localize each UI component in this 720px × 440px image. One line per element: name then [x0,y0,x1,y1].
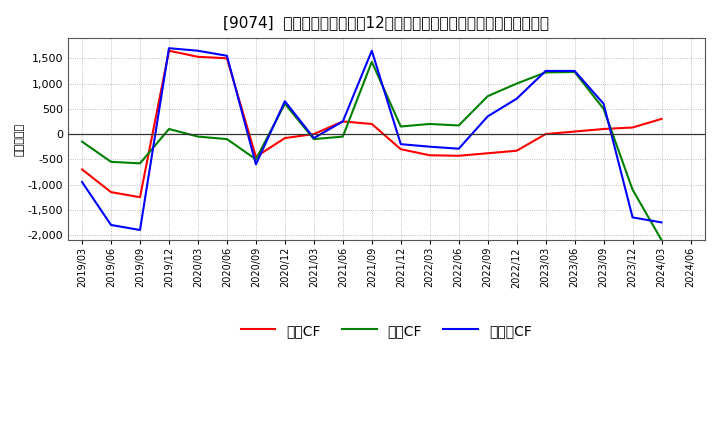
フリーCF [222,53,231,59]
フリーCF [483,114,492,119]
営業CF [629,125,637,130]
投資CF [135,161,144,166]
営業CF [194,54,202,59]
投資CF [194,134,202,139]
投資CF [338,134,347,139]
投資CF [541,70,550,75]
フリーCF [310,136,318,141]
フリーCF [513,96,521,101]
営業CF [426,153,434,158]
投資CF [570,70,579,75]
投資CF [251,157,260,162]
営業CF [281,136,289,141]
投資CF [367,59,376,65]
営業CF [454,153,463,158]
フリーCF [135,227,144,233]
営業CF [397,147,405,152]
フリーCF [194,48,202,53]
投資CF [599,106,608,111]
フリーCF [367,48,376,53]
営業CF [513,148,521,154]
Title: [9074]  キャッシュフローの12か月移動合計の対前年同期増減額の推移: [9074] キャッシュフローの12か月移動合計の対前年同期増減額の推移 [223,15,549,30]
投資CF [454,123,463,128]
フリーCF [629,215,637,220]
営業CF [165,48,174,53]
フリーCF [107,222,115,227]
フリーCF [281,99,289,104]
投資CF [310,136,318,142]
営業CF [78,167,86,172]
投資CF [426,121,434,127]
Line: 投資CF: 投資CF [82,62,662,240]
投資CF [107,159,115,165]
Y-axis label: （百万円）: （百万円） [15,123,25,156]
投資CF [222,136,231,142]
投資CF [78,139,86,144]
フリーCF [397,142,405,147]
Legend: 営業CF, 投資CF, フリーCF: 営業CF, 投資CF, フリーCF [240,324,532,338]
営業CF [222,56,231,61]
フリーCF [165,46,174,51]
営業CF [367,121,376,127]
営業CF [310,132,318,137]
投資CF [657,238,666,243]
投資CF [513,81,521,86]
投資CF [281,101,289,106]
営業CF [570,129,579,134]
営業CF [107,190,115,195]
投資CF [483,94,492,99]
営業CF [135,194,144,200]
営業CF [338,119,347,124]
営業CF [483,150,492,156]
フリーCF [426,144,434,149]
フリーCF [599,101,608,106]
フリーCF [657,220,666,225]
フリーCF [338,119,347,124]
投資CF [397,124,405,129]
フリーCF [454,146,463,151]
営業CF [541,132,550,137]
フリーCF [570,68,579,73]
営業CF [657,116,666,121]
営業CF [251,154,260,159]
フリーCF [78,180,86,185]
投資CF [629,187,637,192]
営業CF [599,126,608,132]
投資CF [165,126,174,132]
Line: 営業CF: 営業CF [82,51,662,197]
フリーCF [251,162,260,167]
Line: フリーCF: フリーCF [82,48,662,230]
フリーCF [541,68,550,73]
